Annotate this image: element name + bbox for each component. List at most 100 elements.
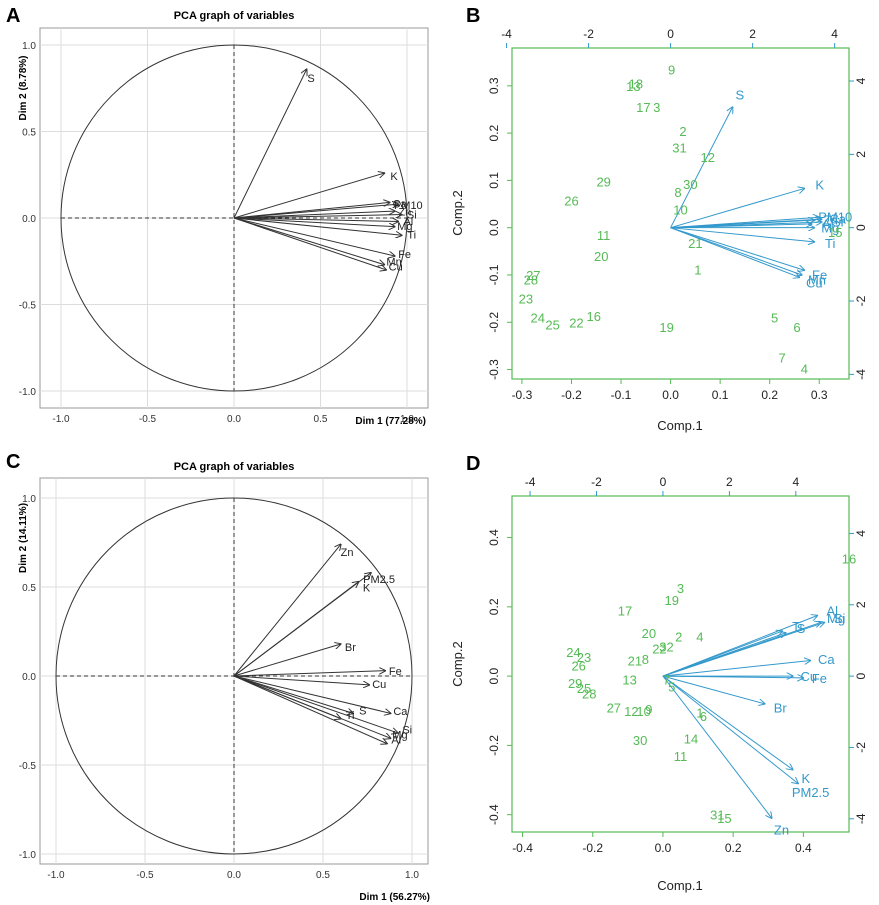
x-tick-label: 0.2 — [725, 841, 742, 855]
variable-arrow-al — [233, 217, 398, 221]
x-tick-label: -0.1 — [611, 388, 632, 402]
bottom-axis: -0.3 -0.2 -0.1 0.0 0.1 0.2 0.3 — [512, 379, 828, 402]
x-tick-labels: -1.0 -0.5 0.0 0.5 1.0 — [47, 870, 419, 881]
top-tick-label: -2 — [583, 27, 594, 41]
right-tick-label: 4 — [854, 530, 868, 537]
variable-label-mg: Mg — [392, 730, 407, 742]
variable-label-mg: Mg — [397, 221, 412, 233]
observation-label: 16 — [587, 309, 601, 324]
observation-label: 3 — [677, 581, 684, 596]
variable-arrow-s — [670, 107, 733, 228]
y-tick-label: -0.1 — [487, 264, 501, 285]
variable-label-ca: Ca — [393, 706, 408, 718]
variable-label-si: Si — [407, 210, 417, 222]
y-tick-label: -1.0 — [19, 850, 37, 861]
variable-arrow-mg — [233, 217, 395, 227]
observation-label: 30 — [683, 177, 697, 192]
plot-frame — [511, 47, 850, 380]
observation-label: 25 — [545, 318, 559, 333]
x-tick-label: 0.2 — [761, 388, 778, 402]
observation-label: 18 — [629, 76, 643, 91]
x-axis-label: Dim 1 (56.27%) — [359, 892, 430, 903]
y-tick-label: 0.0 — [487, 219, 501, 236]
observation-label: 30 — [633, 733, 647, 748]
observation-label: 31 — [672, 140, 686, 155]
y-axis-label: Dim 2 (14.11%) — [18, 503, 29, 573]
observation-label: 32 — [659, 640, 673, 655]
variable-arrow-s — [233, 675, 353, 713]
variable-label-mg: Mg — [821, 221, 839, 236]
variable-label-fe: Fe — [812, 267, 827, 282]
right-tick-label: 2 — [854, 151, 868, 158]
observation-label: 6 — [793, 320, 800, 335]
observation-label: 28 — [524, 273, 538, 288]
variable-label-cu: Cu — [389, 262, 403, 274]
variable-arrow-cu — [233, 675, 369, 685]
observation-label: 22 — [652, 641, 666, 656]
panel-letter-d: D — [466, 453, 480, 475]
observation-label: 19 — [664, 593, 678, 608]
y-tick-label: -0.5 — [19, 301, 37, 312]
y-tick-label: -0.4 — [487, 804, 501, 825]
variable-label-ca: Ca — [829, 211, 846, 226]
top-tick-label: 2 — [726, 475, 733, 489]
variable-label-pm2.5: PM2.5 — [792, 785, 830, 800]
y-tick-label: 0.3 — [487, 77, 501, 94]
variable-label-al: Al — [822, 217, 834, 232]
top-tick-label: 0 — [667, 27, 674, 41]
x-tick-label: 0.4 — [795, 841, 812, 855]
variable-label-si: Si — [402, 725, 412, 737]
x-tick-label: 0.0 — [227, 414, 241, 425]
observation-label: 27 — [607, 700, 621, 715]
top-tick-label: -4 — [525, 475, 536, 489]
y-tick-labels: -1.0 -0.5 0.0 0.5 1.0 — [19, 494, 37, 861]
variable-label-zn: Zn — [774, 822, 789, 837]
y-tick-label: 0.0 — [22, 214, 36, 225]
y-tick-label: 0.2 — [487, 124, 501, 141]
observation-label: 26 — [564, 193, 578, 208]
x-axis-label: Comp.1 — [657, 878, 703, 893]
x-tick-label: 0.3 — [811, 388, 828, 402]
x-tick-label: -0.5 — [136, 870, 154, 881]
variable-arrow-pm10 — [233, 204, 398, 219]
top-tick-label: 0 — [660, 475, 667, 489]
y-tick-label: 0.5 — [22, 583, 36, 594]
observation-label: 29 — [568, 676, 582, 691]
observation-label: 10 — [673, 203, 687, 218]
variable-arrow-cu — [670, 227, 800, 278]
y-tick-label: -0.5 — [19, 761, 37, 772]
variable-arrow-br — [233, 644, 341, 677]
variable-arrow-s — [233, 69, 307, 219]
variable-arrow-si — [233, 675, 398, 733]
observation-label: 5 — [668, 680, 675, 695]
observation-label: 11 — [597, 228, 611, 243]
right-tick-label: -4 — [854, 813, 868, 824]
observation-label: 8 — [674, 185, 681, 200]
top-axis: -4 -2 0 2 4 — [525, 475, 799, 496]
observation-label: 23 — [519, 292, 533, 307]
variable-arrow-si — [662, 622, 824, 677]
right-tick-label: -4 — [854, 369, 868, 380]
variable-arrow-mn — [670, 227, 802, 275]
observation-label: 13 — [626, 79, 640, 94]
observation-label: 4 — [696, 629, 703, 644]
variable-arrow-fe — [662, 676, 803, 678]
variable-arrow-zn — [233, 211, 395, 219]
observation-label: 15 — [717, 811, 731, 826]
variable-arrow-zn — [662, 675, 772, 818]
y-tick-label: 0.0 — [22, 672, 36, 683]
variable-arrow-cu — [233, 217, 386, 270]
panel-letter-c: C — [6, 451, 20, 473]
observation-label: 11 — [674, 749, 688, 764]
observation-label: 12 — [701, 150, 715, 165]
observation-label: 2 — [679, 124, 686, 139]
observation-label: 21 — [628, 654, 642, 669]
observation-label: 19 — [659, 320, 673, 335]
